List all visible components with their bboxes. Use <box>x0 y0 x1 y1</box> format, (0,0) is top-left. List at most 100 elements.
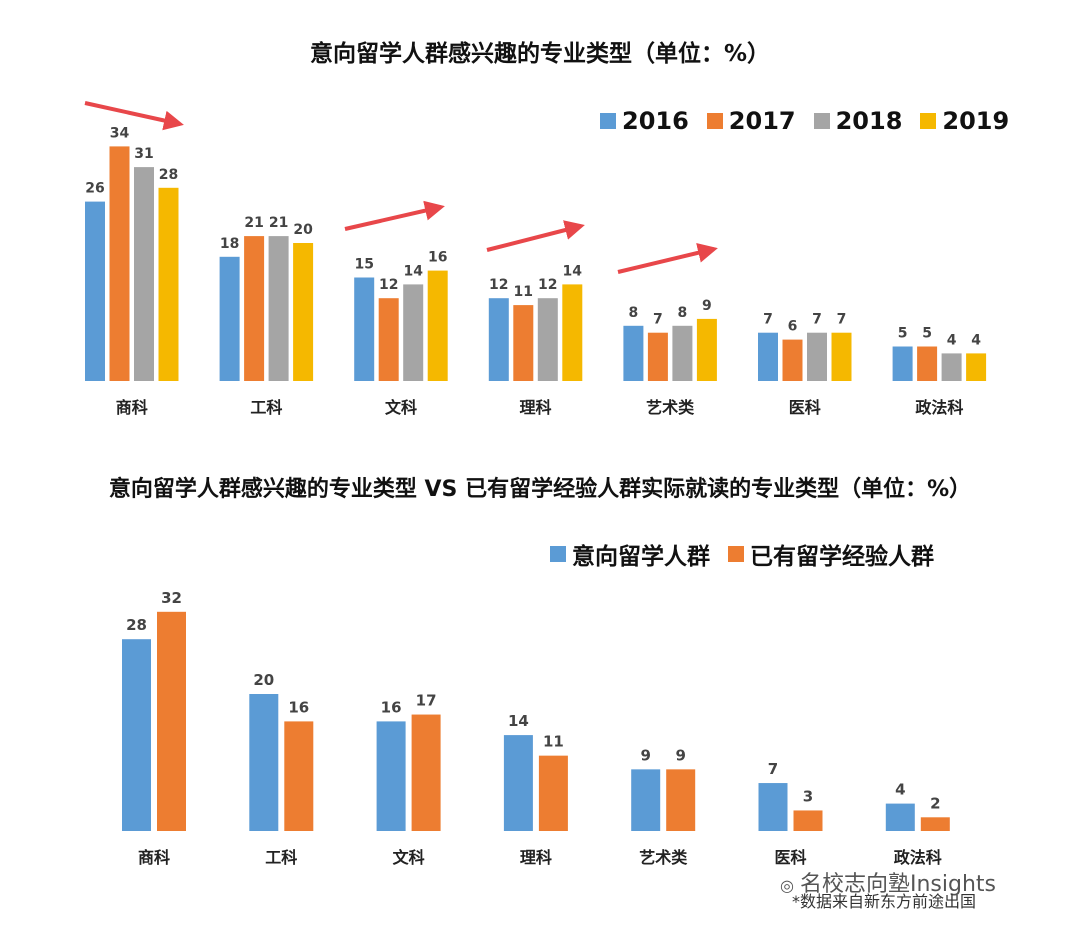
category-label: 医科 <box>789 398 821 417</box>
bar <box>782 339 803 381</box>
legend-item: 意向留学人群 <box>550 537 710 571</box>
data-label: 16 <box>381 698 402 716</box>
data-label: 34 <box>110 125 130 141</box>
data-label: 15 <box>354 257 373 273</box>
category-label: 政法科 <box>915 398 963 417</box>
legend-label: 意向留学人群 <box>572 544 710 570</box>
data-label: 32 <box>161 589 182 607</box>
data-label: 9 <box>640 746 650 764</box>
legend-label: 2017 <box>728 107 796 135</box>
legend-swatch <box>550 546 566 562</box>
bar <box>623 325 644 381</box>
bar <box>354 277 375 381</box>
bar <box>917 346 938 381</box>
data-label: 2 <box>930 794 940 812</box>
bar <box>244 236 265 381</box>
data-label: 16 <box>288 698 309 716</box>
data-label: 28 <box>126 616 147 634</box>
data-label: 4 <box>947 332 957 348</box>
bar <box>831 332 852 381</box>
data-label: 28 <box>159 167 178 183</box>
bar <box>122 639 151 831</box>
wechat-icon: ◎ <box>780 876 794 895</box>
bar <box>631 769 661 831</box>
bar <box>538 755 568 831</box>
bar <box>219 256 240 381</box>
data-label: 4 <box>895 781 905 799</box>
data-label: 9 <box>702 298 712 314</box>
bar <box>666 769 696 831</box>
bar <box>793 810 823 831</box>
category-label: 文科 <box>385 398 417 417</box>
data-label: 8 <box>629 305 639 321</box>
chart-1-legend: 2016 2017 2018 2019 <box>600 107 1027 135</box>
data-label: 9 <box>675 746 685 764</box>
legend-label: 2018 <box>835 107 903 135</box>
data-label: 16 <box>428 250 447 266</box>
bar <box>249 694 279 831</box>
trend-arrow <box>486 220 585 252</box>
legend-label: 2016 <box>622 107 689 135</box>
category-label: 文科 <box>393 848 425 867</box>
legend-label: 已有留学经验人群 <box>750 544 934 570</box>
data-label: 20 <box>253 671 274 689</box>
data-label: 12 <box>379 277 398 293</box>
data-label: 14 <box>508 712 529 730</box>
data-label: 3 <box>803 787 813 805</box>
category-label: 商科 <box>138 848 170 867</box>
bar <box>109 146 130 381</box>
legend-item: 2018 <box>813 107 903 135</box>
bar <box>807 332 827 381</box>
data-label: 7 <box>763 312 773 328</box>
trend-arrow <box>344 200 445 231</box>
bar <box>403 284 424 381</box>
data-label: 26 <box>85 181 104 197</box>
data-label: 7 <box>768 760 778 778</box>
data-label: 4 <box>971 332 981 348</box>
bar <box>503 735 533 831</box>
chart-2-title: 意向留学人群感兴趣的专业类型 VS 已有留学经验人群实际就读的专业类型（单位：%… <box>108 477 972 502</box>
bar <box>920 817 950 831</box>
bar <box>488 298 509 381</box>
bar <box>966 353 987 381</box>
chart-2-legend: 意向留学人群 已有留学经验人群 <box>550 537 952 571</box>
bar <box>134 167 154 381</box>
data-label: 18 <box>220 236 239 252</box>
trend-arrows <box>84 101 718 274</box>
legend-item: 2016 <box>600 107 689 135</box>
data-label: 7 <box>653 312 663 328</box>
data-label: 21 <box>244 215 263 231</box>
bar <box>892 346 913 381</box>
bar <box>513 305 534 381</box>
bar <box>85 201 105 381</box>
data-label: 17 <box>416 692 437 710</box>
trend-arrow <box>617 243 718 274</box>
category-label: 理科 <box>520 848 552 867</box>
bar <box>672 325 693 381</box>
data-label: 12 <box>538 277 557 293</box>
bar <box>158 187 179 381</box>
category-label: 理科 <box>520 398 552 417</box>
category-label: 商科 <box>116 398 148 417</box>
bar <box>758 332 778 381</box>
data-label: 7 <box>837 312 847 328</box>
data-label: 20 <box>293 222 313 238</box>
bar <box>293 243 314 381</box>
category-label: 政法科 <box>894 848 942 867</box>
bar <box>268 236 289 381</box>
legend-swatch <box>920 113 937 129</box>
bar <box>427 270 448 381</box>
bar <box>284 721 314 831</box>
data-label: 5 <box>898 326 908 342</box>
bar <box>411 714 441 831</box>
legend-label: 2019 <box>942 107 1010 135</box>
legend-item: 2017 <box>706 107 796 135</box>
footer-brand-text: 名校志向塾Insights <box>799 872 996 897</box>
data-label: 5 <box>922 326 932 342</box>
bar <box>376 721 406 831</box>
category-label: 工科 <box>265 848 297 867</box>
data-label: 14 <box>563 263 583 279</box>
bar <box>941 353 962 381</box>
bar <box>157 611 186 831</box>
